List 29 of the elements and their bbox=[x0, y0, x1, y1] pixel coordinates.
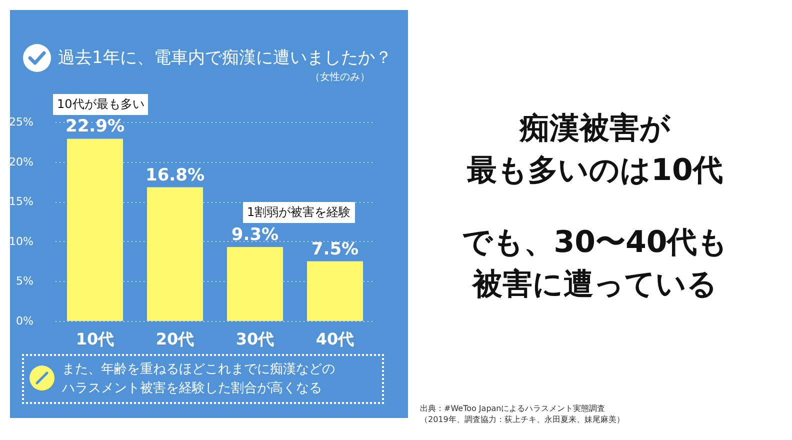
annotation: 1割弱が被害を経験 bbox=[243, 202, 355, 223]
data-label: 16.8% bbox=[146, 165, 204, 186]
x-tick-label: 30代 bbox=[236, 330, 274, 348]
y-tick-label: 20% bbox=[9, 155, 34, 168]
text: でも、30〜40代も bbox=[460, 224, 730, 262]
text: 最も多いのは10代 bbox=[466, 152, 724, 190]
y-tick-label: 5% bbox=[16, 274, 34, 288]
chart-subtitle: （女性のみ） bbox=[310, 70, 370, 84]
bar bbox=[147, 187, 203, 321]
y-tick-label: 15% bbox=[9, 195, 34, 208]
text: （2019年、調査協力：荻上チキ、永田夏来、妹尾麻美） bbox=[420, 414, 624, 425]
data-label: 7.5% bbox=[311, 239, 359, 260]
y-tick-label: 0% bbox=[16, 314, 34, 328]
chart-title: 過去1年に、電車内で痴漢に遭いましたか？ bbox=[58, 47, 392, 69]
text: 痴漢被害が bbox=[518, 110, 672, 148]
bar bbox=[227, 246, 283, 321]
y-tick-label: 10% bbox=[9, 234, 34, 248]
bar bbox=[307, 261, 363, 321]
x-tick-label: 40代 bbox=[316, 330, 354, 348]
data-label: 9.3% bbox=[231, 224, 279, 245]
annotation: 10代が最も多い bbox=[53, 94, 148, 115]
source-note: 出典：#WeToo Japanによるハラスメント実態調査 bbox=[420, 403, 606, 414]
y-tick-label: 25% bbox=[9, 116, 34, 128]
text: また、年齢を重ねるほどこれまでに痴漢などのハラスメント被害を経験した割合が高くなる bbox=[22, 354, 384, 404]
bar bbox=[67, 138, 123, 321]
text: 被害に遭っている bbox=[470, 266, 718, 304]
x-tick-label: 10代 bbox=[76, 330, 114, 348]
x-tick-label: 20代 bbox=[156, 330, 194, 348]
data-label: 22.9% bbox=[66, 116, 124, 137]
